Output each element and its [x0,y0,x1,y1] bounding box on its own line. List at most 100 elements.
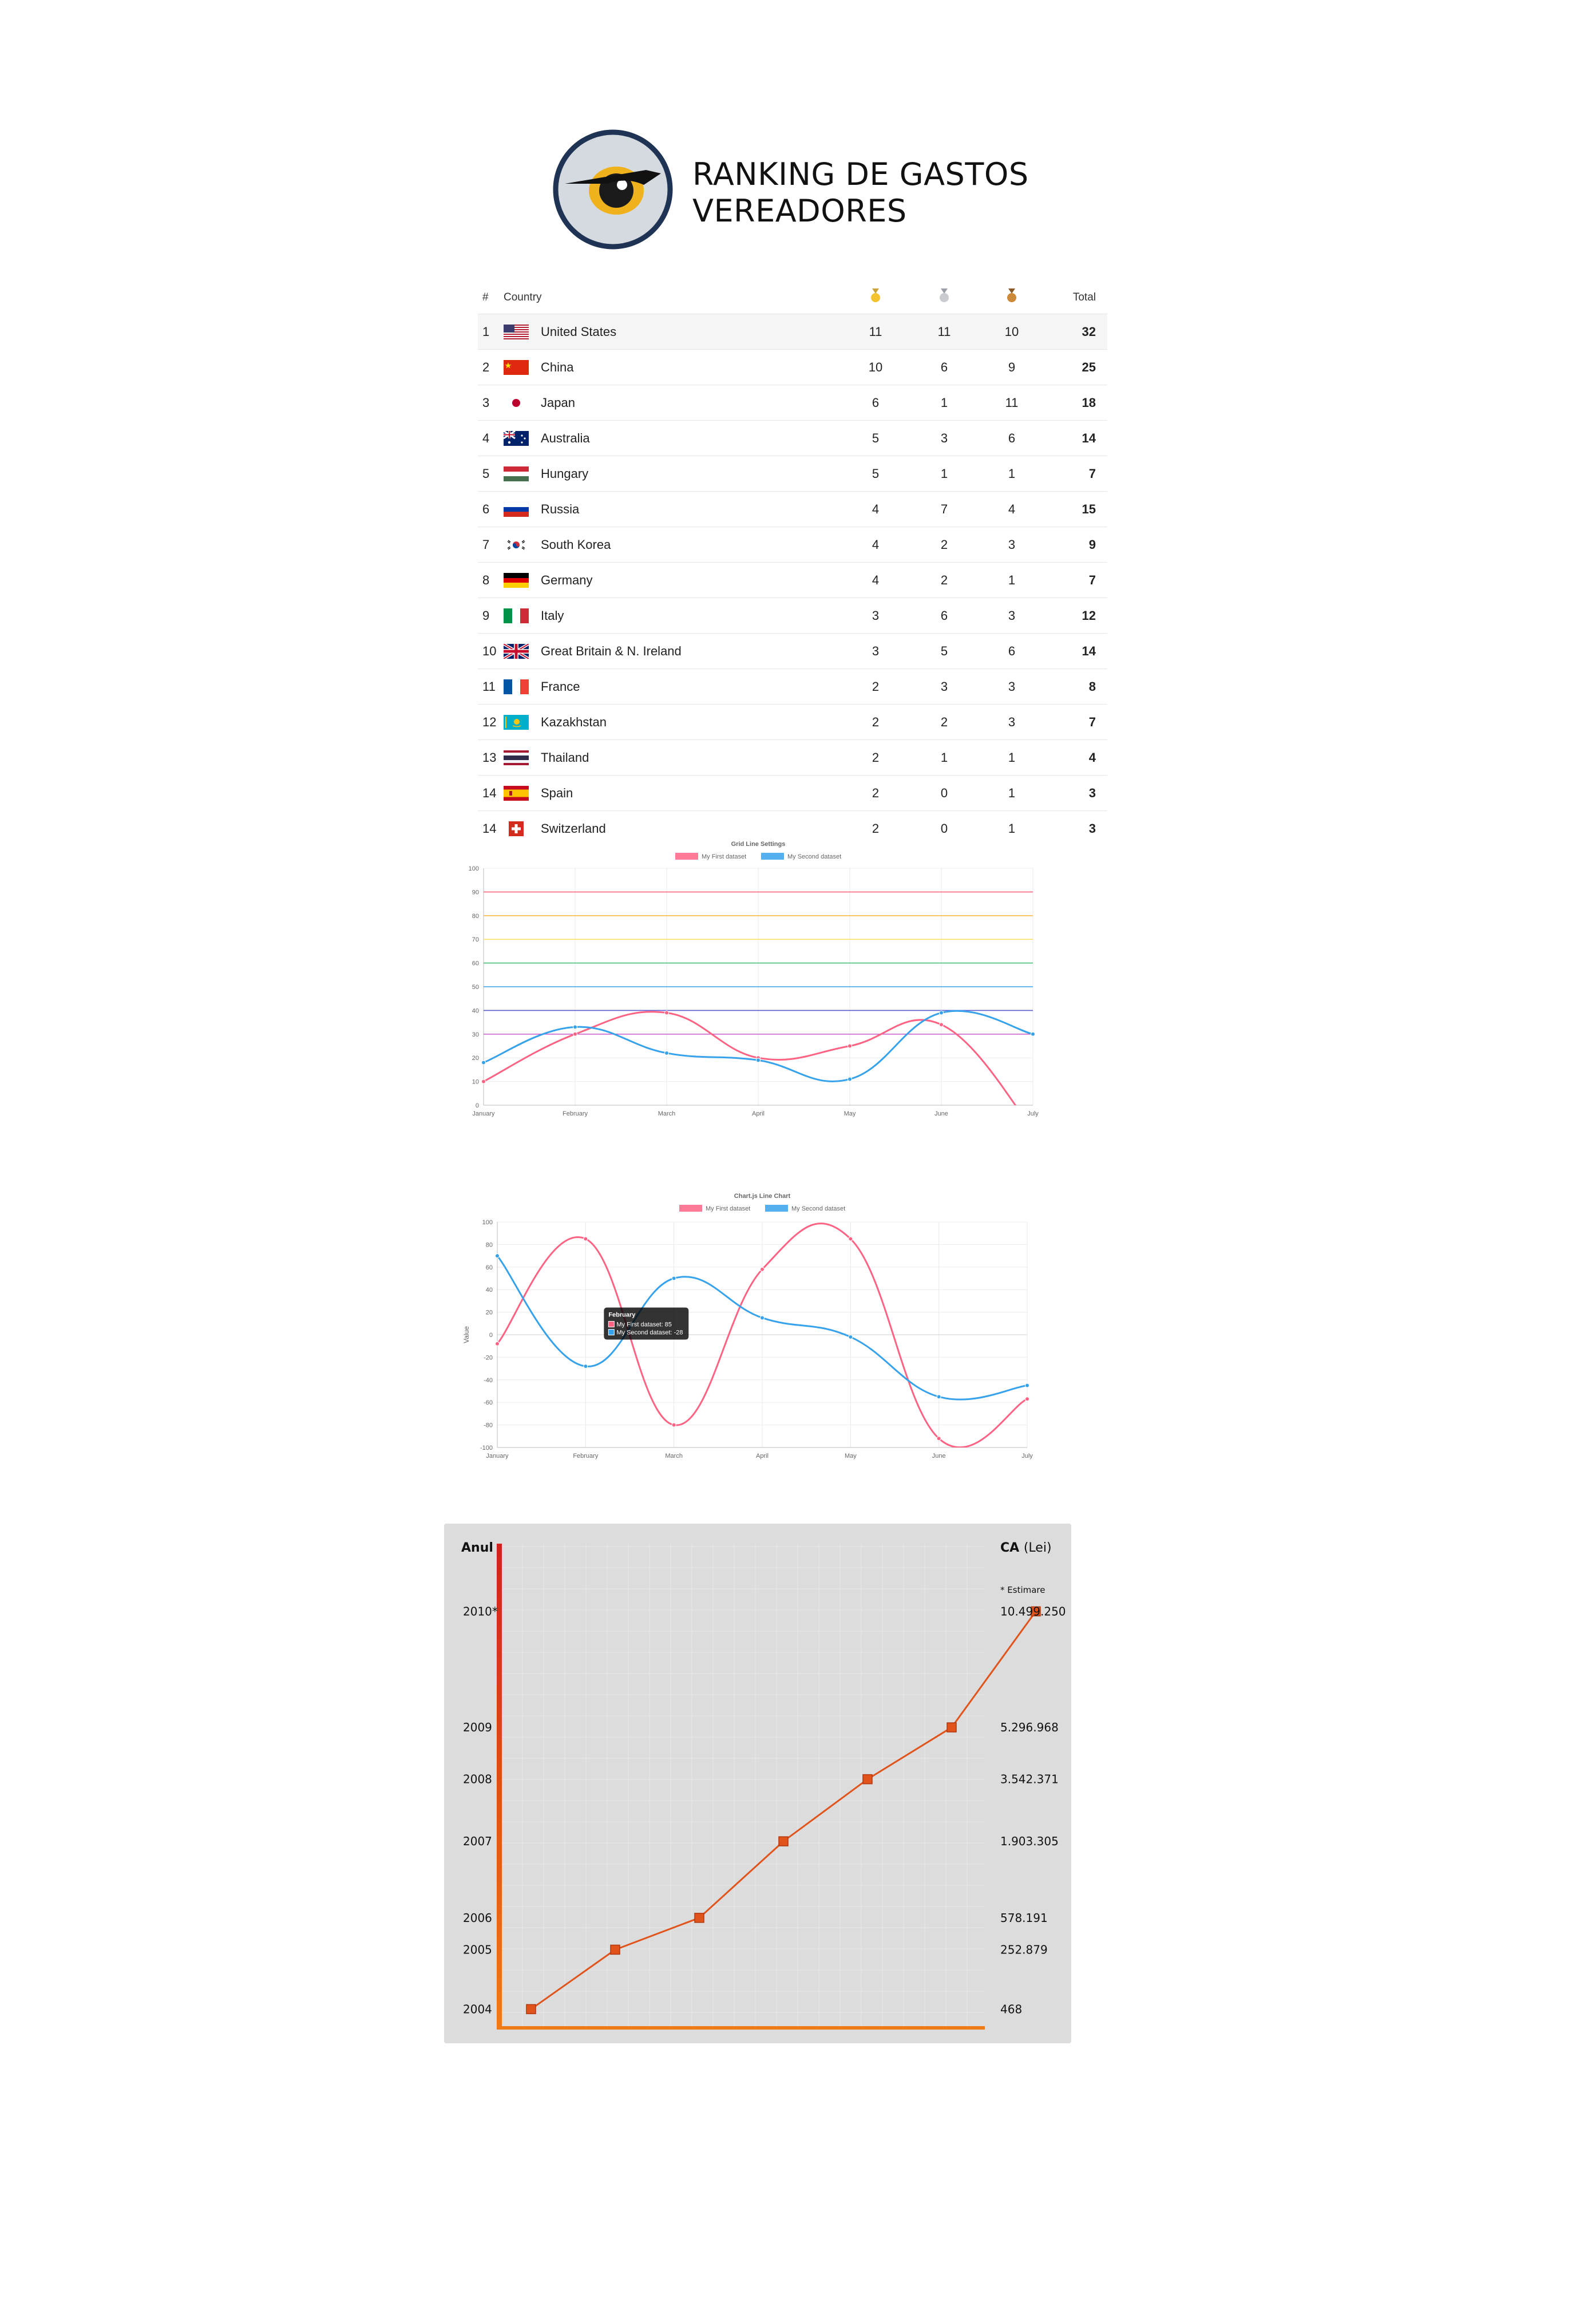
y-tick-label: 20 [472,1055,479,1062]
total-column-header: Total [1072,291,1096,303]
table-row: 10 Great Britain & N. Ireland 3 5 6 14 [478,633,1107,669]
bronze-cell: 3 [1008,679,1016,694]
chartjs-line-chart: Chart.js Line Chart My First dataset My Se… [461,1188,1044,1474]
medal-table: # Country Total 1 United States 11 11 10… [478,282,1107,846]
country-cell: United States [541,324,617,339]
bronze-cell: 6 [1008,643,1016,658]
y-tick-label: -40 [484,1377,493,1384]
silver-cell: 6 [940,359,948,374]
rank-cell: 14 [482,785,497,800]
gold-cell: 5 [872,430,880,445]
x-tick-label: May [844,1110,856,1117]
country-cell: Switzerland [541,821,606,836]
flag-gb-icon [502,642,530,660]
table-row: 3 Japan 6 1 11 18 [478,385,1107,420]
x-tick-label: February [563,1110,588,1117]
bronze-cell: 1 [1008,821,1016,836]
silver-medal-icon [927,288,961,307]
gold-cell: 6 [872,395,880,410]
data-point [583,1236,588,1241]
y-tick-label: 0 [489,1332,493,1339]
gold-cell: 2 [872,785,880,800]
country-cell: Italy [541,608,564,623]
x-tick-label: April [756,1453,769,1460]
country-cell: Australia [541,430,590,445]
gold-cell: 4 [872,501,880,516]
revenue-line [530,1611,1037,2010]
legend-label: My First dataset [706,1205,750,1212]
table-row: 4 Australia 5 3 6 14 [478,420,1107,456]
total-cell: 4 [1088,750,1096,765]
country-cell: South Korea [541,537,611,552]
table-row: 8 Germany 4 2 1 7 [478,562,1107,598]
tooltip-swatch [608,1321,615,1328]
rank-cell: 11 [482,679,496,694]
year-label: 2006 [463,1911,492,1925]
chart-title: Chart.js Line Chart [734,1193,791,1200]
table-row: 14 Switzerland 2 0 1 3 [478,810,1107,846]
gold-cell: 4 [872,537,880,552]
silver-cell: 2 [940,572,948,587]
y-tick-label: 80 [472,913,479,920]
y-tick-label: 70 [472,936,479,943]
gold-cell: 5 [872,466,880,481]
y-tick-label: 80 [486,1241,493,1248]
x-tick-label: July [1027,1110,1039,1117]
y-tick-label: 20 [486,1310,493,1316]
year-axis-title: Anul [461,1541,493,1555]
data-point [481,1079,486,1084]
data-point [671,1276,676,1281]
flag-kz-icon [504,714,529,730]
flag-de-icon [504,572,529,588]
silver-cell: 5 [940,643,948,658]
data-point [1025,1397,1029,1402]
legend-label: My Second dataset [787,853,841,860]
country-cell: Japan [541,395,575,410]
y-axis-bar [497,1544,502,2030]
y-tick-label: -80 [484,1422,493,1429]
silver-cell: 1 [940,466,948,481]
total-cell: 7 [1088,466,1096,481]
y-tick-label: 60 [486,1264,493,1271]
silver-cell: 0 [940,785,948,800]
legend-label: My First dataset [702,853,746,860]
gold-cell: 3 [872,643,880,658]
flag-kr-icon [504,537,529,552]
rank-cell: 3 [482,395,490,410]
flag-th-icon [504,750,529,765]
data-point [671,1422,676,1427]
silver-cell: 3 [940,430,948,445]
y-tick-label: -20 [484,1354,493,1361]
year-label: 2009 [463,1720,492,1734]
gold-cell: 2 [872,679,880,694]
total-cell: 14 [1082,430,1096,445]
data-point [1031,1606,1041,1617]
legend-swatch [765,1205,788,1212]
table-row: 12 Kazakhstan 2 2 3 7 [478,704,1107,739]
data-point [526,2004,536,2015]
table-row: 9 Italy 3 6 3 12 [478,598,1107,633]
data-point [848,1236,853,1241]
bronze-cell: 10 [1004,324,1019,339]
data-point [862,1774,873,1785]
bronze-cell: 1 [1008,785,1016,800]
flag-ru-icon [503,501,529,517]
flag-fr-icon [504,679,529,694]
gold-cell: 4 [872,572,880,587]
y-axis-label: Value [462,1326,470,1343]
table-row: 7 South Korea 4 2 3 9 [478,527,1107,562]
gold-medal-icon [858,288,893,307]
gold-cell: 2 [872,714,880,729]
silver-cell: 2 [940,537,948,552]
gold-cell: 10 [868,359,883,374]
legend-item: My Second dataset [765,1205,845,1212]
total-cell: 32 [1082,324,1096,339]
y-tick-label: 0 [476,1102,479,1109]
revenue-chart: Anul CA (Lei) * Estimare 2004 468 2005 252.… [444,1524,1071,2043]
revenue-value-label: 3.542.371 [1000,1773,1059,1786]
flag-it-icon [504,608,529,623]
data-point [664,1050,669,1055]
total-cell: 14 [1082,643,1096,658]
revenue-axis-title: CA (Lei) [1000,1541,1052,1555]
total-cell: 3 [1088,785,1096,800]
